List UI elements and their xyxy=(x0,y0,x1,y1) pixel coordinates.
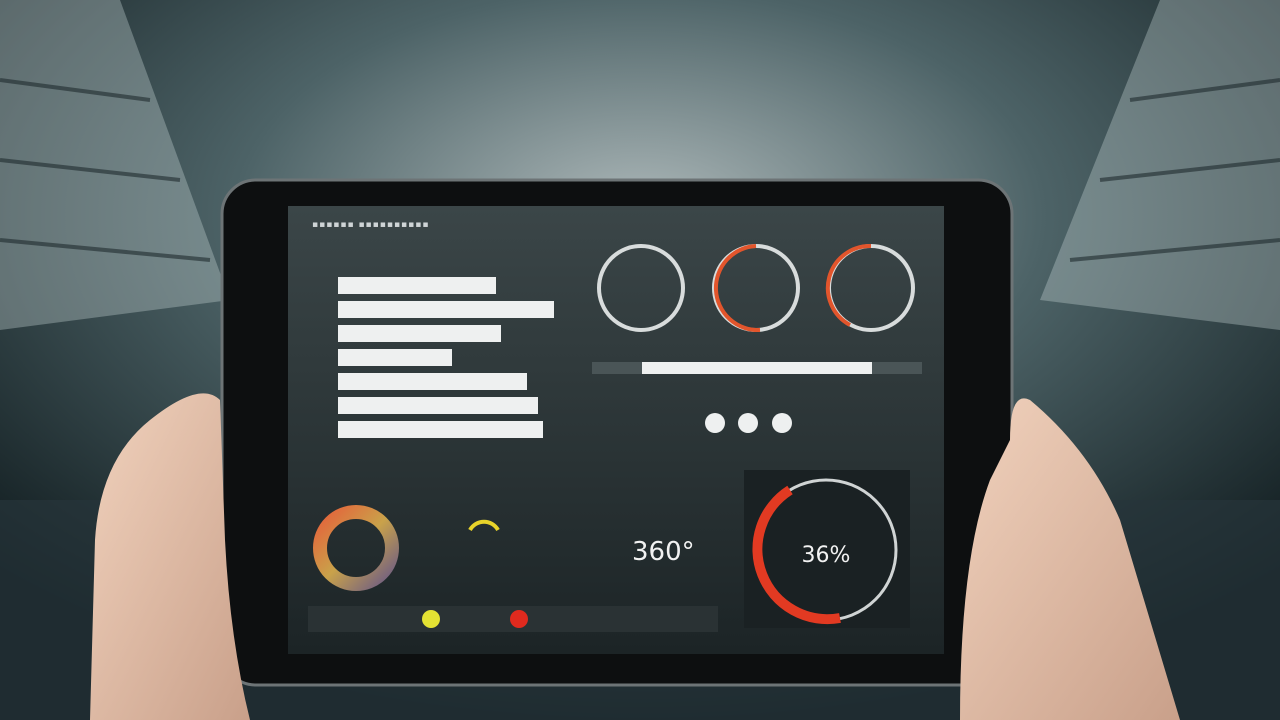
bar xyxy=(338,373,527,390)
gauge-arc xyxy=(825,243,872,327)
bar xyxy=(338,301,554,318)
donut xyxy=(313,505,399,591)
ring-panel xyxy=(744,470,910,628)
bar xyxy=(338,421,543,438)
button[interactable] xyxy=(705,413,725,433)
bar xyxy=(338,349,452,366)
progress-fill xyxy=(642,362,872,374)
ring-value: 36% xyxy=(802,543,851,568)
bar xyxy=(338,325,501,342)
bar-group xyxy=(338,277,554,438)
legend-dot xyxy=(422,610,440,628)
gauge xyxy=(597,244,685,332)
button[interactable] xyxy=(738,413,758,433)
bar xyxy=(338,277,496,294)
button[interactable] xyxy=(772,413,792,433)
gauges xyxy=(597,243,915,333)
right-hand xyxy=(960,398,1180,720)
left-hand xyxy=(90,393,250,720)
legend-dot xyxy=(510,610,528,628)
center-value: 360° xyxy=(632,537,695,567)
light-grid xyxy=(0,78,1280,262)
bar xyxy=(338,397,538,414)
ring-arc xyxy=(752,485,841,625)
header: ▪▪▪▪▪▪ ▪▪▪▪▪▪▪▪▪▪ xyxy=(312,220,429,230)
mini-gauge xyxy=(468,519,500,532)
buttons xyxy=(705,413,792,433)
gauge-arc xyxy=(713,244,761,333)
